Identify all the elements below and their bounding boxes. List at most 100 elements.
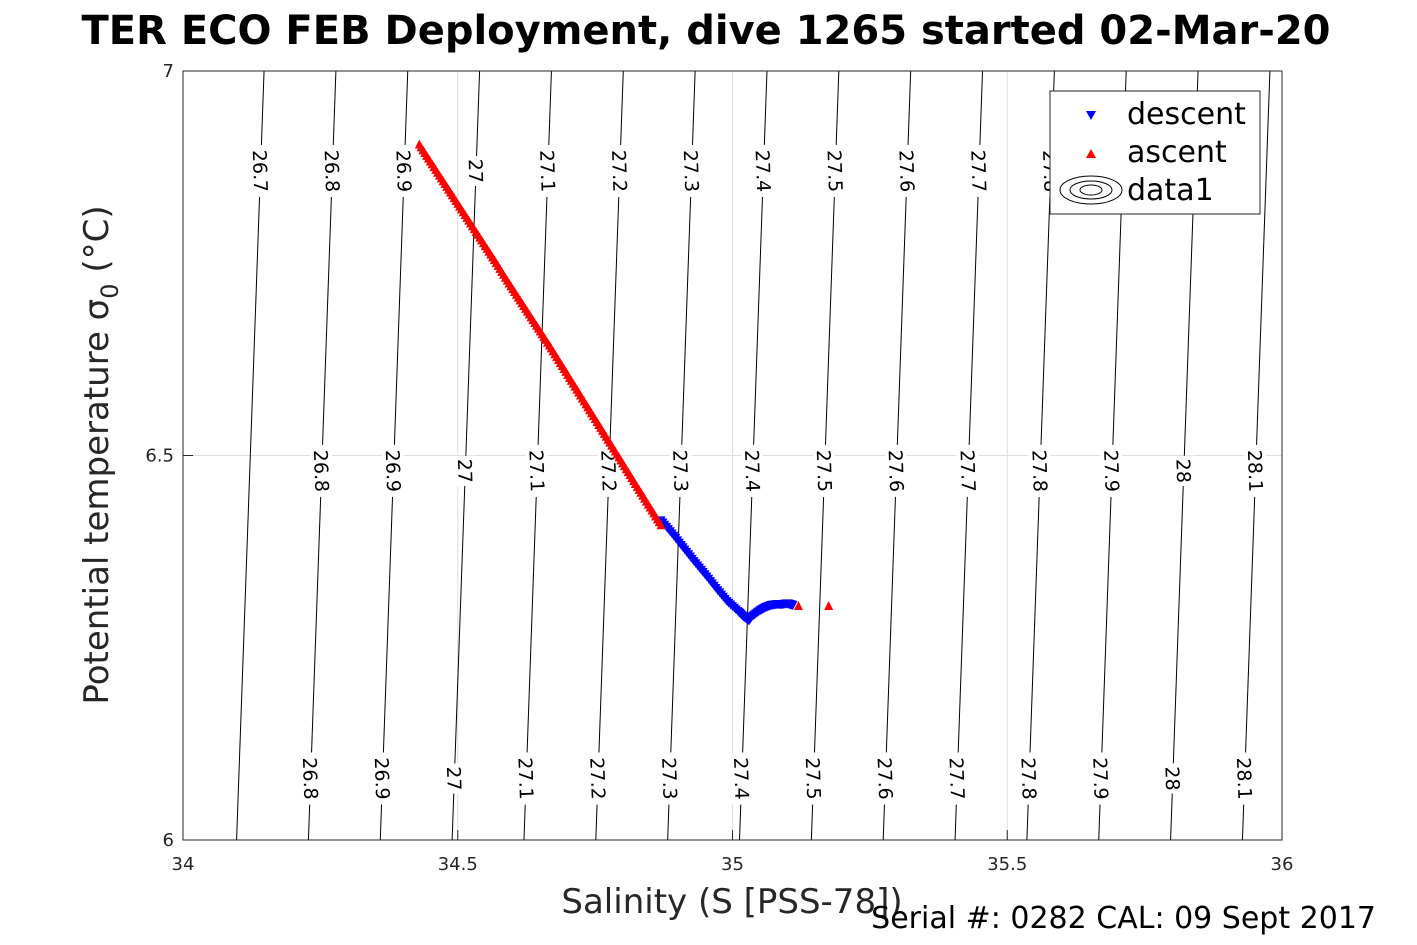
contour-label: 27.3 (679, 149, 702, 192)
ascent-series (414, 139, 834, 610)
contour-label-bg (729, 752, 754, 805)
x-tick-label: 35.5 (987, 854, 1027, 875)
legend-descent-label: descent (1127, 97, 1246, 132)
contour-label-group: 28 (1160, 763, 1185, 794)
contour-label-bg (370, 752, 395, 805)
contour-label: 27.6 (873, 757, 896, 800)
contour-label-group: 26.7 (248, 144, 273, 198)
contour-label-group: 28.1 (1232, 752, 1257, 805)
contour-label-bg (812, 444, 837, 498)
contour-label-group: 28.1 (1243, 444, 1268, 498)
contour-label-group: 27.1 (513, 752, 539, 805)
contour-label-bg (1028, 444, 1053, 498)
x-axis-label: Salinity (S [PSS-78]) (561, 882, 902, 922)
contour-label: 26.8 (309, 449, 332, 492)
contour-label-bg (1172, 455, 1196, 487)
x-tick-label: 35 (721, 854, 744, 875)
contour-label-group: 28 (1171, 455, 1196, 487)
contour-label: 26.8 (298, 757, 321, 800)
contour-icon (1059, 175, 1123, 205)
contour-label-bg (442, 763, 466, 794)
contour-label-bg (453, 455, 477, 487)
legend-ascent-marker (1086, 149, 1096, 158)
contour-label: 27.3 (668, 449, 691, 492)
contour-label-group: 27.9 (1099, 444, 1124, 498)
contour-label: 26.8 (320, 149, 343, 192)
contour-label-group: 27.5 (812, 444, 837, 498)
legend-data1-label: data1 (1127, 173, 1214, 208)
contour-label: 27.1 (535, 149, 558, 192)
x-tick-label: 34.5 (438, 854, 478, 875)
contour-label: 27.4 (740, 449, 763, 492)
contour-label-bg (1232, 752, 1257, 805)
contour-label: 27.7 (966, 149, 989, 192)
contour-label: 27.2 (607, 149, 630, 192)
contour-label: 28 (1160, 766, 1183, 791)
legend: descent ascent data1 (1049, 90, 1261, 215)
contour-label: 27.8 (1027, 449, 1050, 492)
contour-label-bg (1243, 444, 1268, 498)
y-tick-label: 7 (163, 61, 174, 82)
legend-box (1049, 90, 1261, 215)
legend-ascent-label: ascent (1127, 135, 1227, 170)
contour-label: 27.3 (657, 757, 680, 800)
contour-label-bg (320, 144, 345, 198)
contour-label-bg (1161, 763, 1185, 794)
contour-label-group: 27.7 (955, 444, 981, 498)
contour-label-group: 26.9 (370, 752, 395, 805)
contour-label: 27.9 (1088, 757, 1111, 800)
y-axis-label-main: Potential temperature σ (77, 299, 117, 705)
contour-label: 27.2 (596, 449, 619, 492)
contour-label-group: 27.3 (679, 144, 704, 198)
y-axis-ticks: 66.57 (145, 61, 193, 851)
descent-point (788, 600, 798, 610)
contour-label-group: 27.6 (894, 144, 920, 198)
y-tick-label: 6 (163, 830, 174, 851)
ascent-point (656, 520, 666, 530)
contour-label-bg (967, 144, 991, 198)
contour-label: 27 (442, 766, 465, 791)
contour-label: 27.4 (729, 757, 752, 800)
contour-label-group: 27 (464, 155, 488, 187)
contour-label-bg (381, 444, 406, 498)
contour-label: 26.9 (391, 149, 414, 192)
contour-label-bg (298, 752, 323, 805)
contour-label-bg (679, 144, 704, 198)
contour-label: 27.5 (801, 757, 824, 800)
contour-label: 27.8 (1016, 757, 1039, 800)
contour-label-group: 27.8 (1027, 444, 1053, 498)
y-tick-label: 6.5 (145, 446, 174, 467)
contour-label-bg (895, 144, 920, 198)
contour-label-bg (248, 144, 273, 198)
chart-title: TER ECO FEB Deployment, dive 1265 starte… (81, 8, 1330, 54)
x-axis-ticks: 34 34.5 35 35.5 36 (172, 830, 1293, 875)
contour-label: 27.2 (585, 757, 608, 800)
contour-label: 27 (453, 458, 476, 483)
contour-label-group: 27.1 (524, 444, 550, 498)
contour-label-bg (884, 444, 909, 498)
contour-label-bg (464, 155, 488, 187)
contour-label-bg (668, 444, 693, 498)
contour-label-bg (1017, 752, 1042, 805)
contour-label-bg (1100, 444, 1124, 498)
contour-label: 27.7 (944, 757, 967, 800)
y-axis-label-unit: (°C) (77, 205, 117, 283)
contour-label: 26.7 (248, 149, 271, 192)
contour-label-bg (586, 752, 610, 805)
y-axis-label-subscript: 0 (96, 283, 124, 298)
contour-label-group: 26.8 (309, 444, 334, 498)
descent-series (656, 516, 798, 626)
contour-label: 28.1 (1243, 449, 1266, 492)
contour-label: 27.1 (513, 757, 536, 800)
contour-label: 27.6 (894, 149, 917, 192)
ascent-point (793, 600, 803, 610)
contour-label-group: 27.4 (740, 444, 765, 498)
y-axis-label: Potential temperature σ0 (°C) (77, 205, 124, 704)
contour-label: 27.1 (524, 449, 547, 492)
contour-label-group: 27.8 (1016, 752, 1042, 805)
contour-label: 27 (464, 159, 487, 184)
contour-label-group: 27.4 (729, 752, 754, 805)
contour-label-bg (751, 144, 776, 198)
contour-label-group: 27 (442, 763, 466, 794)
